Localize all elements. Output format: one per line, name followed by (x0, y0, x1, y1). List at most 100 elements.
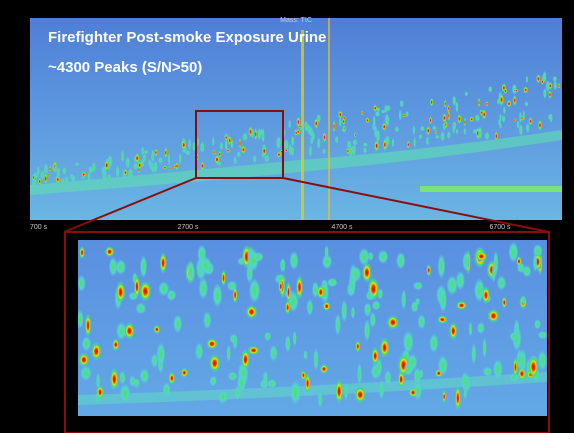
peak-spot (181, 368, 188, 378)
peak-spot (463, 128, 466, 135)
peak-spot (221, 269, 226, 286)
peak-spot (212, 283, 222, 308)
peak-spot (418, 314, 426, 329)
peak-spot (153, 325, 160, 334)
peak-spot (291, 136, 294, 147)
peak-spot (478, 98, 481, 108)
peak-spot (224, 134, 228, 140)
peak-spot (81, 171, 86, 177)
peak-spot (403, 330, 414, 354)
peak-spot (317, 137, 321, 149)
peak-spot (354, 386, 365, 403)
peak-spot (526, 123, 530, 133)
peak-spot (342, 128, 346, 133)
peak-spot (33, 172, 38, 179)
peak-spot (387, 315, 399, 329)
peak-spot (60, 178, 65, 184)
peak-spot (70, 174, 74, 179)
peak-spot (457, 114, 461, 124)
peak-spot (168, 372, 175, 385)
peak-spot (456, 301, 467, 310)
peak-spot (158, 157, 163, 164)
peak-spot (430, 98, 433, 107)
peak-spot (105, 246, 115, 257)
peak-spot (341, 299, 347, 323)
peak-spot (85, 314, 92, 338)
peak-spot (537, 350, 547, 371)
peak-spot (168, 166, 171, 171)
peak-spot (373, 104, 377, 112)
peak-spot (374, 124, 377, 138)
peak-spot (429, 116, 432, 125)
peak-spot (521, 295, 525, 305)
peak-spot (203, 311, 211, 329)
peak-spot (440, 131, 445, 142)
peak-spot (92, 161, 96, 173)
peak-spot (56, 166, 60, 178)
peak-spot (280, 258, 286, 273)
peak-spot (80, 365, 92, 381)
peak-spot (357, 362, 362, 386)
peak-spot (413, 281, 423, 290)
peak-spot (534, 319, 541, 329)
peak-spot (253, 252, 264, 262)
peak-spot (317, 285, 325, 299)
peak-spot (119, 371, 126, 385)
peak-spot (493, 359, 503, 380)
peak-spot (464, 118, 466, 127)
peak-spot (482, 109, 486, 120)
peak-spot (413, 136, 415, 148)
peak-spot (335, 379, 343, 404)
peak-spot (497, 276, 507, 291)
peak-spot (379, 380, 385, 400)
peak-spot (248, 346, 260, 355)
figure: Mass: TIC Firefighter Post-smoke Exposur… (0, 0, 574, 433)
peak-spot (482, 286, 490, 304)
peak-spot (370, 312, 377, 328)
peak-spot (318, 391, 323, 408)
peak-spot (78, 353, 89, 367)
peak-spot (401, 289, 406, 310)
peak-spot (112, 338, 119, 351)
peak-spot (212, 150, 216, 155)
peak-spot (91, 342, 101, 360)
peak-spot (38, 178, 42, 186)
peak-spot (442, 113, 446, 123)
peak-spot (293, 330, 297, 346)
peak-spot (218, 390, 229, 404)
peak-spot (449, 322, 457, 340)
peak-spot (195, 342, 203, 360)
peak-spot (438, 355, 448, 377)
peak-spot (488, 86, 492, 93)
peak-spot (158, 281, 169, 296)
peak-spot (523, 109, 525, 121)
peak-spot (232, 333, 237, 350)
peak-spot (358, 248, 369, 267)
peak-spot (548, 114, 553, 121)
peak-spot (254, 128, 257, 141)
peak-spot (377, 288, 383, 300)
peak-spot (473, 129, 478, 134)
column-bleed (420, 186, 562, 192)
peak-spot (77, 275, 85, 292)
peak-spot (206, 338, 218, 349)
peak-spot (313, 348, 318, 372)
peak-spot (154, 148, 158, 156)
peak-spot (460, 273, 464, 282)
x-tick-label: 700 s (30, 224, 48, 231)
x-tick-label: 4700 s (331, 224, 353, 231)
peak-spot (296, 275, 303, 300)
peak-spot (306, 299, 313, 316)
peak-spot (538, 120, 542, 131)
peak-spot (294, 130, 298, 136)
peak-spot (200, 141, 205, 153)
peak-spot (124, 322, 135, 339)
peak-spot (396, 252, 406, 270)
peak-spot (269, 345, 277, 362)
peak-spot (351, 306, 355, 319)
peak-spot (504, 88, 508, 94)
peak-spot (351, 146, 356, 153)
peak-spot (290, 380, 301, 405)
peak-spot (419, 369, 423, 379)
peak-spot (107, 174, 111, 178)
